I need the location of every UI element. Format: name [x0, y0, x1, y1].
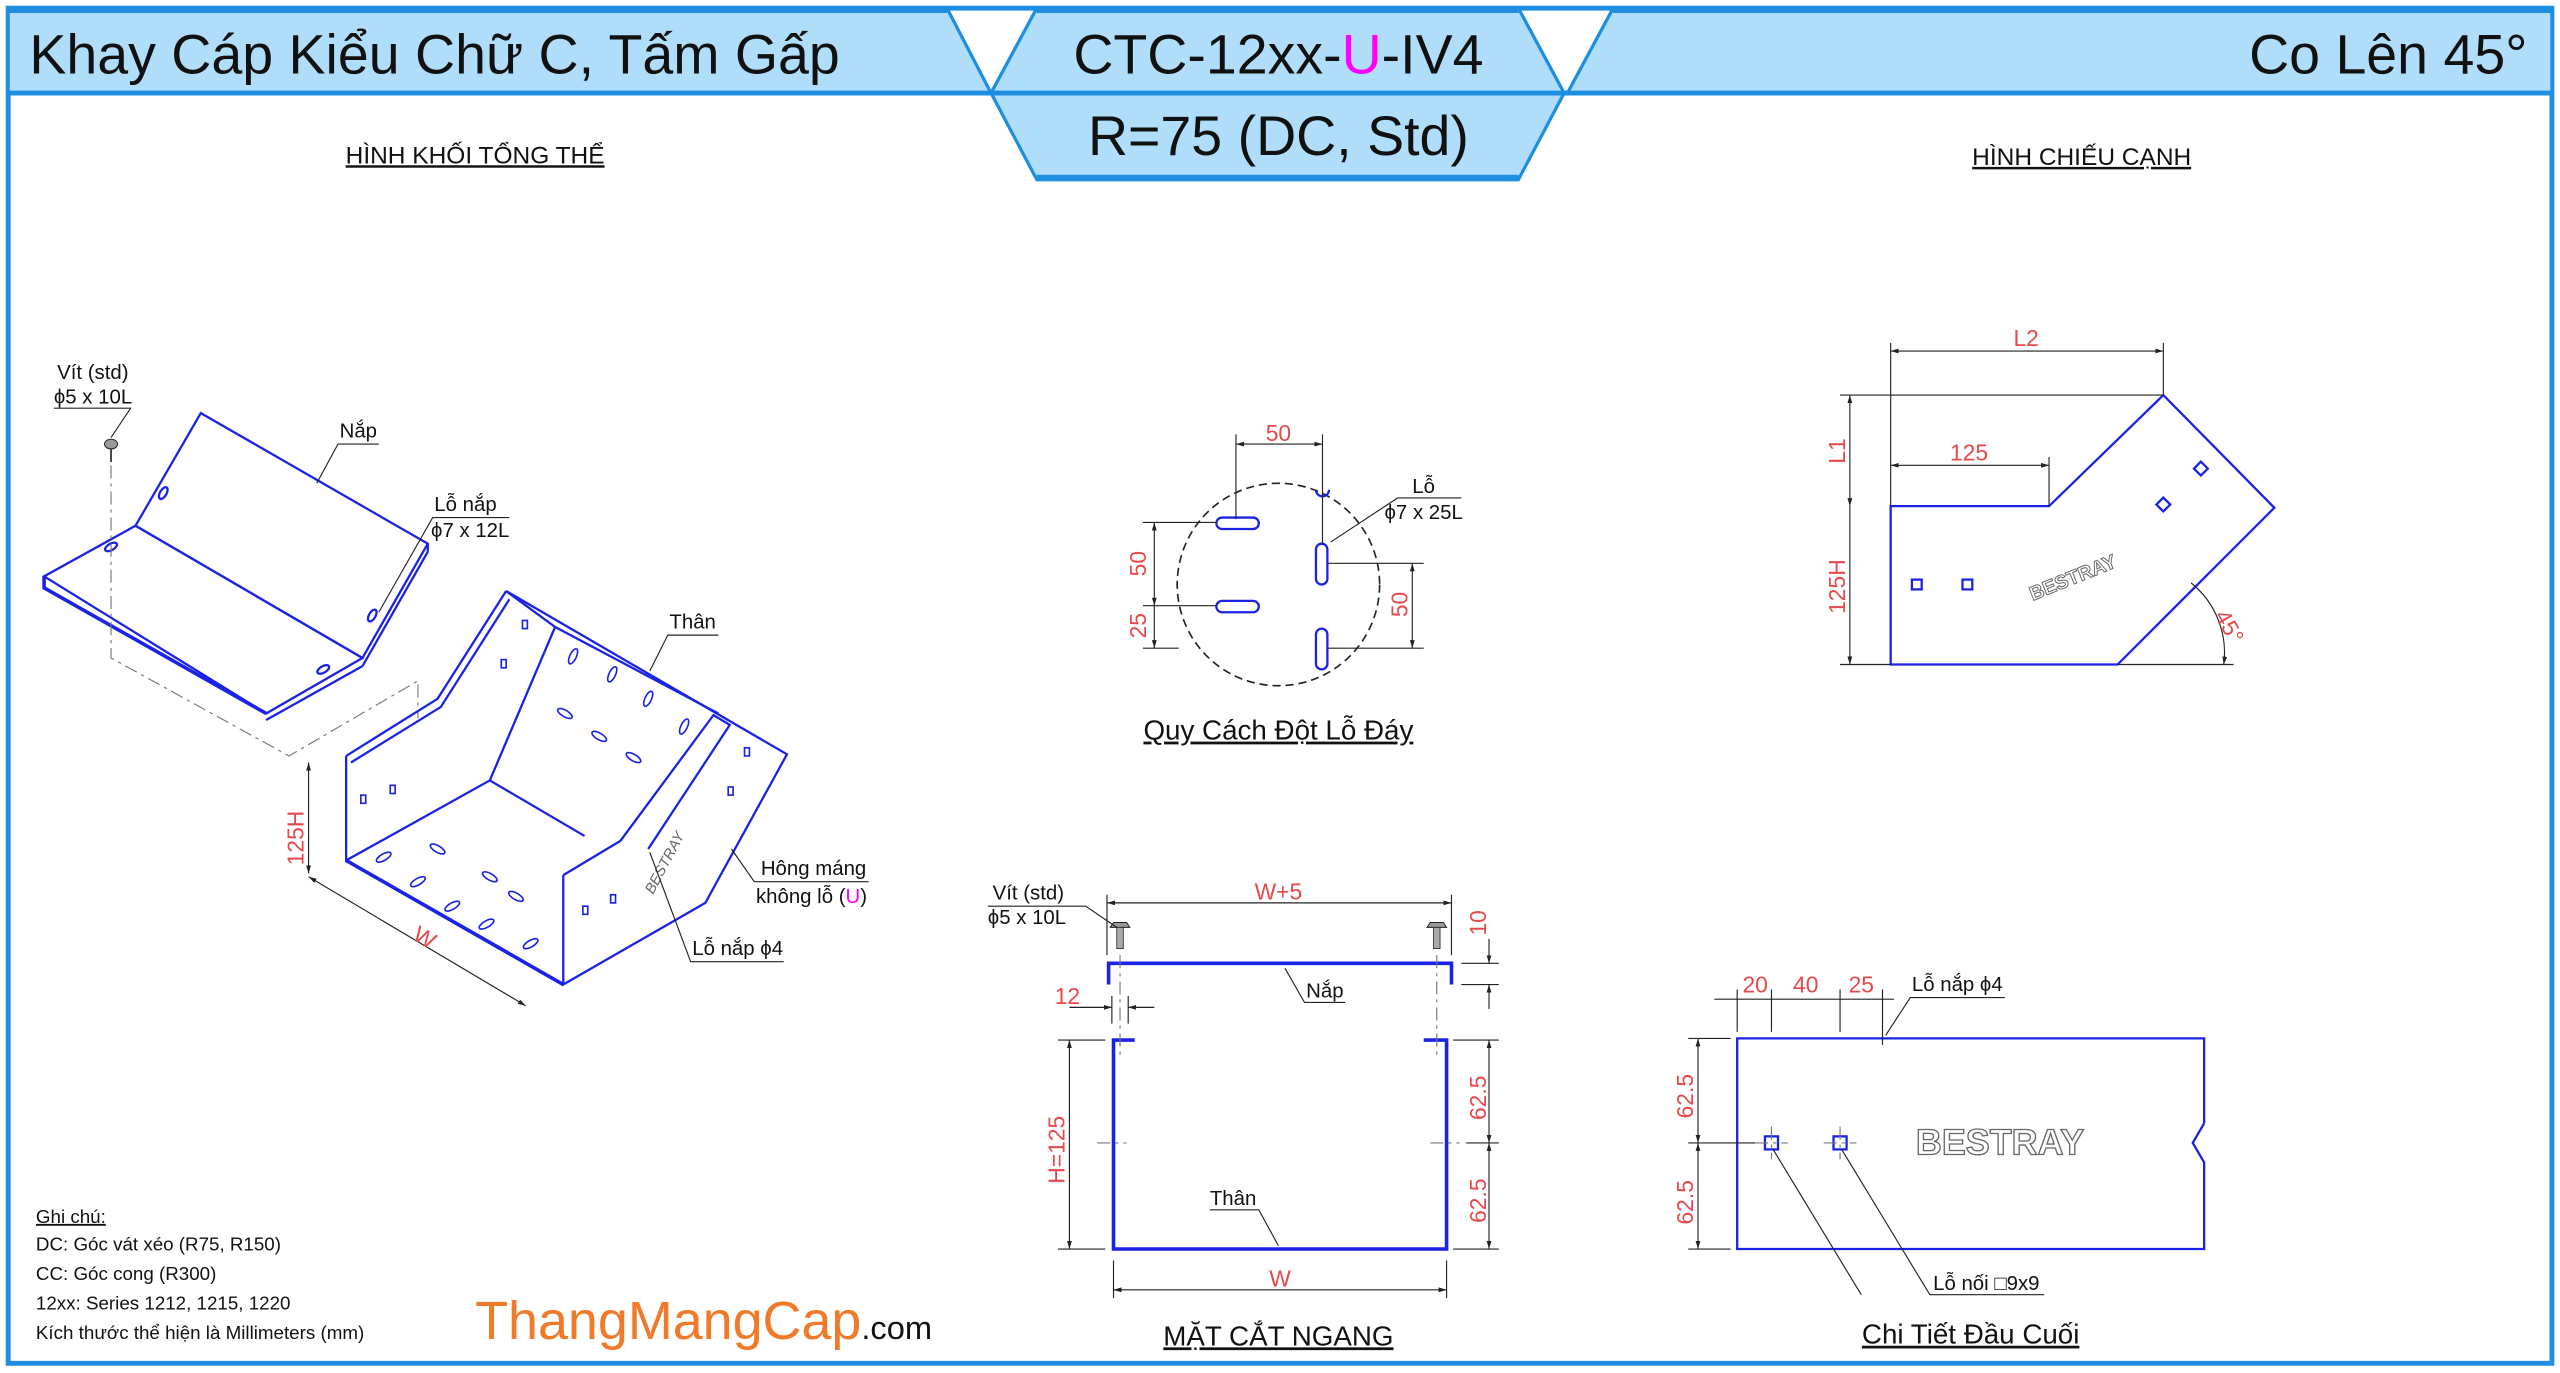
iso-side-note: không lỗ (U) — [756, 885, 867, 908]
hole-dim-top: 50 — [1266, 420, 1291, 446]
section-dim-lip: 12 — [1055, 983, 1080, 1009]
end-dim-half-2: 62.5 — [1672, 1180, 1698, 1224]
brand-logo: ThangMangCap.com — [475, 1291, 932, 1351]
end-dim-c: 25 — [1849, 972, 1874, 998]
side-dim-125h: 125H — [1824, 559, 1850, 614]
end-detail-drawing — [1688, 989, 2206, 1251]
iso-cover-hole-size: ϕ7 x 12L — [431, 520, 509, 542]
side-dim-l1: L1 — [1824, 438, 1850, 463]
section-title: MẶT CẮT NGANG — [1163, 1320, 1393, 1351]
side-view-title: HÌNH CHIẾU CẠNH — [1972, 143, 2191, 171]
end-hole-label: Lỗ nắp ϕ4 — [1912, 973, 2003, 996]
section-dim-flange: 10 — [1465, 910, 1491, 935]
side-dim-l2: L2 — [2013, 325, 2038, 351]
side-dim-angle: 45° — [2210, 605, 2250, 648]
notes-line: DC: Góc vát xéo (R75, R150) — [36, 1234, 281, 1255]
section-cover-label: Nắp — [1306, 980, 1343, 1003]
iso-body-label: Thân — [669, 612, 715, 634]
notes-heading: Ghi chú: — [36, 1206, 106, 1227]
iso-body: BESTRAY — [344, 590, 789, 987]
section-dim-half-1: 62.5 — [1465, 1076, 1491, 1120]
iso-dim-height: 125H — [283, 811, 309, 866]
section-dim-top: W+5 — [1255, 879, 1303, 905]
section-dim-half-2: 62.5 — [1465, 1178, 1491, 1222]
section-dim-bottom: W — [1269, 1266, 1291, 1292]
end-dim-a: 20 — [1742, 972, 1767, 998]
section-screw-right-icon — [1426, 921, 1448, 950]
product-code: CTC-12xx-U-IV4 — [1073, 23, 1483, 85]
hole-dim-left-small: 25 — [1125, 613, 1151, 638]
section-screw-size: ϕ5 x 10L — [988, 907, 1066, 929]
iso-cover-label: Nắp — [340, 420, 377, 443]
iso-view-title: HÌNH KHỐI TỔNG THỂ — [346, 141, 605, 169]
end-dim-b: 40 — [1793, 972, 1818, 998]
iso-dim-width: W — [409, 921, 441, 955]
hole-label: Lỗ — [1412, 475, 1435, 498]
section-dim-height: H=125 — [1044, 1116, 1070, 1184]
section-body-label: Thân — [1210, 1188, 1256, 1210]
end-brand-mark: BESTRAY — [1916, 1121, 2084, 1162]
side-brand-mark: BESTRAY — [2026, 551, 2119, 606]
hole-size: ϕ7 x 25L — [1385, 502, 1463, 524]
iso-screw-size: ϕ5 x 10L — [54, 386, 132, 408]
hole-dim-left: 50 — [1125, 551, 1151, 576]
section-screw-label: Vít (std) — [993, 883, 1064, 905]
notes-line: CC: Góc cong (R300) — [36, 1263, 216, 1284]
section-drawing — [1057, 894, 1499, 1298]
hole-pattern-title: Quy Cách Đột Lỗ Đáy — [1143, 715, 1413, 746]
hole-pattern-drawing — [1142, 434, 1424, 687]
radius-spec: R=75 (DC, Std) — [1088, 105, 1469, 167]
notes-line: Kích thước thể hiện là Millimeters (mm) — [36, 1322, 364, 1343]
title-left: Khay Cáp Kiểu Chữ C, Tấm Gấp — [29, 23, 839, 85]
section-screw-left-icon — [1109, 921, 1131, 950]
iso-screw-icon — [104, 438, 119, 463]
iso-brand-mark: BESTRAY — [642, 828, 688, 896]
iso-screw-label: Vít (std) — [57, 362, 128, 384]
side-dim-125: 125 — [1950, 439, 1988, 465]
end-dim-half-1: 62.5 — [1672, 1074, 1698, 1118]
end-detail-title: Chi Tiết Đầu Cuối — [1862, 1319, 2079, 1350]
hole-dim-right: 50 — [1386, 592, 1412, 617]
iso-cover-hole4-label: Lỗ nắp ϕ4 — [692, 937, 783, 960]
end-joint-label: Lỗ nối □9x9 — [1933, 1272, 2039, 1295]
notes-line: 12xx: Series 1212, 1215, 1220 — [36, 1292, 291, 1313]
iso-cover — [41, 411, 430, 722]
notes: Ghi chú: DC: Góc vát xéo (R75, R150) CC:… — [36, 1206, 364, 1343]
iso-side-label: Hông máng — [761, 858, 866, 880]
side-view-drawing — [1840, 342, 2276, 666]
iso-cover-hole-label: Lỗ nắp — [434, 493, 496, 516]
title-right: Co Lên 45° — [2249, 23, 2527, 85]
